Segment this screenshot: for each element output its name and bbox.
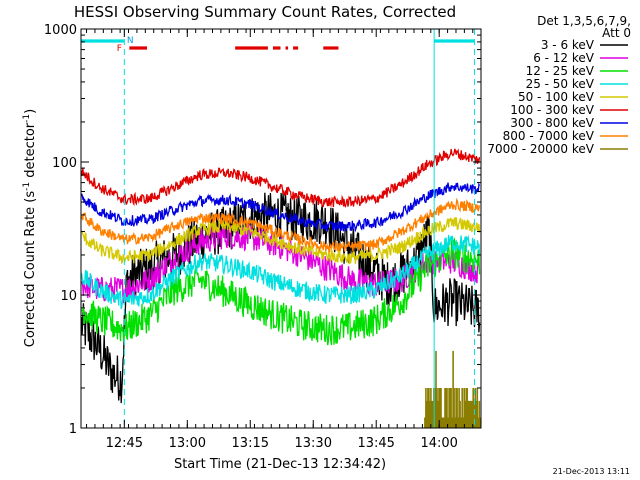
series-line-3 — [81, 234, 481, 310]
x-tick-label-1: 13:00 — [169, 436, 206, 451]
legend-entry-label-3: 25 - 50 keV — [526, 77, 595, 91]
x-tick-label-0: 12:45 — [106, 436, 143, 451]
y-axis-label-sup1: -1 — [22, 182, 32, 191]
y-axis-label-main: Corrected Count Rate (s — [23, 191, 38, 348]
series-line-7 — [81, 197, 481, 254]
legend-entry-label-7: 800 - 7000 keV — [503, 129, 595, 143]
legend-entry-label-2: 12 - 25 keV — [526, 64, 595, 78]
y-axis: 1 10 100 1000 — [44, 23, 481, 437]
legend-entry-label-1: 6 - 12 keV — [533, 51, 595, 65]
y-axis-label-end: ) — [23, 109, 38, 114]
chart-title: HESSI Observing Summary Count Rates, Cor… — [74, 3, 456, 21]
series-line-2 — [81, 237, 481, 346]
legend-header-attenuator: Att 0 — [602, 26, 631, 40]
series-line-6 — [81, 182, 481, 233]
y-tick-label-3: 1000 — [44, 23, 77, 38]
y-tick-label-1: 10 — [60, 289, 77, 304]
y-tick-label-2: 100 — [52, 156, 77, 171]
x-tick-label-2: 13:15 — [232, 436, 269, 451]
x-tick-label-4: 13:45 — [357, 436, 394, 451]
marker-layer: FN — [81, 29, 475, 428]
y-axis-label-mid: detector — [23, 122, 38, 182]
y-axis-label: Corrected Count Rate (s-1 detector-1) — [22, 109, 38, 347]
plot-frame — [80, 28, 482, 429]
legend-entry-label-0: 3 - 6 keV — [541, 38, 595, 52]
legend-entry-label-4: 50 - 100 keV — [518, 90, 595, 104]
x-tick-label-3: 13:30 — [295, 436, 332, 451]
y-axis-label-sup2: -1 — [22, 114, 32, 123]
series-line-5 — [81, 148, 481, 208]
legend-header-detectors: Det 1,3,5,6,7,9, — [537, 14, 631, 28]
flag-n-label: N — [127, 36, 134, 46]
legend-entry-label-6: 300 - 800 keV — [510, 116, 594, 130]
footer-timestamp: 21-Dec-2013 13:11 — [553, 467, 630, 476]
series-line-4 — [81, 216, 481, 265]
x-axis: 12:45 13:00 13:15 13:30 13:45 14:00 — [86, 29, 474, 451]
x-axis-label: Start Time (21-Dec-13 12:34:42) — [174, 457, 386, 472]
series-bars-7000-20000 — [424, 350, 481, 428]
series-layer — [81, 148, 481, 428]
legend-entry-label-8: 7000 - 20000 keV — [487, 142, 594, 156]
legend-entry-label-5: 100 - 300 keV — [510, 103, 594, 117]
y-tick-label-0: 1 — [69, 422, 77, 437]
x-tick-label-5: 14:00 — [420, 436, 457, 451]
flag-f-label: F — [117, 44, 122, 54]
